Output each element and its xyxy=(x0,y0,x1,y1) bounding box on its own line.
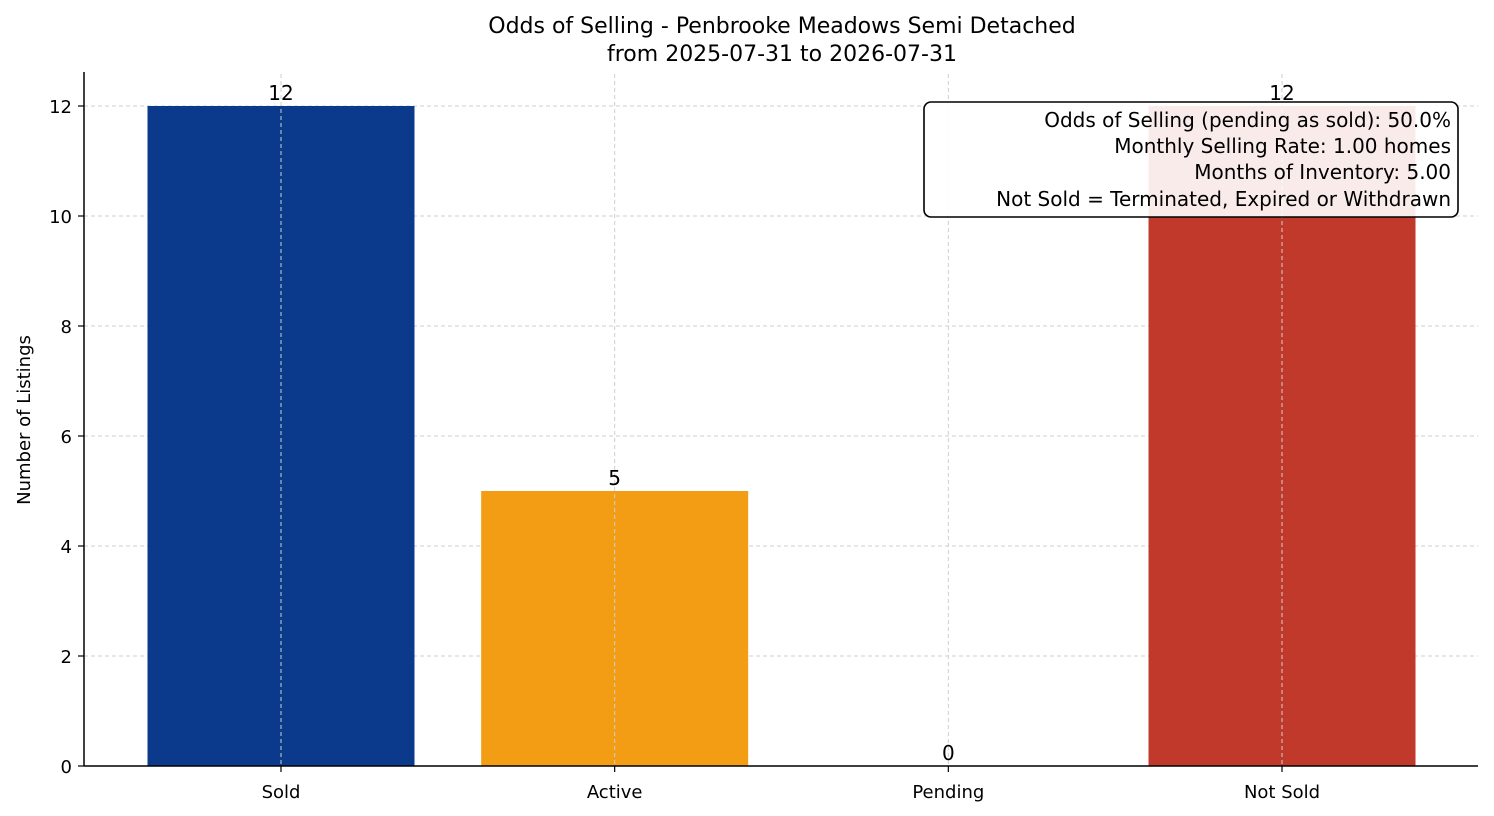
x-tick-label: Pending xyxy=(912,782,984,803)
x-tick-label: Sold xyxy=(262,782,301,803)
annotation-line: Not Sold = Terminated, Expired or Withdr… xyxy=(996,187,1451,211)
annotation-frame xyxy=(923,101,1459,218)
bar-sold xyxy=(147,106,415,766)
chart-subtitle: from 2025-07-31 to 2026-07-31 xyxy=(607,42,957,67)
y-tick-label: 4 xyxy=(61,537,72,558)
bar-value-label: 5 xyxy=(608,466,621,490)
y-tick-label: 12 xyxy=(49,97,72,118)
annotation-line: Months of Inventory: 5.00 xyxy=(1194,160,1451,184)
x-tick-label: Not Sold xyxy=(1244,782,1320,803)
chart-title: Odds of Selling - Penbrooke Meadows Semi… xyxy=(488,14,1076,39)
annotation-line: Odds of Selling (pending as sold): 50.0% xyxy=(1044,108,1451,132)
y-tick-label: 0 xyxy=(61,757,72,778)
y-tick-label: 10 xyxy=(49,207,72,228)
stats-annotation-box: Odds of Selling (pending as sold): 50.0%… xyxy=(923,101,1459,218)
annotation-line: Monthly Selling Rate: 1.00 homes xyxy=(1114,134,1451,158)
data-labels: 12 5 0 12 xyxy=(268,81,1294,765)
bar-value-label: 12 xyxy=(1269,81,1294,105)
x-tick-label: Active xyxy=(587,782,643,803)
y-tick-label: 8 xyxy=(61,317,72,338)
bar-value-label: 12 xyxy=(268,81,293,105)
y-axis-label: Number of Listings xyxy=(14,335,35,505)
y-tick-label: 6 xyxy=(61,427,72,448)
x-ticks: Sold Active Pending Not Sold xyxy=(262,766,1320,803)
y-tick-label: 2 xyxy=(61,647,72,668)
y-ticks: 0 2 4 6 8 10 12 xyxy=(49,97,84,778)
bar-value-label: 0 xyxy=(942,741,955,765)
